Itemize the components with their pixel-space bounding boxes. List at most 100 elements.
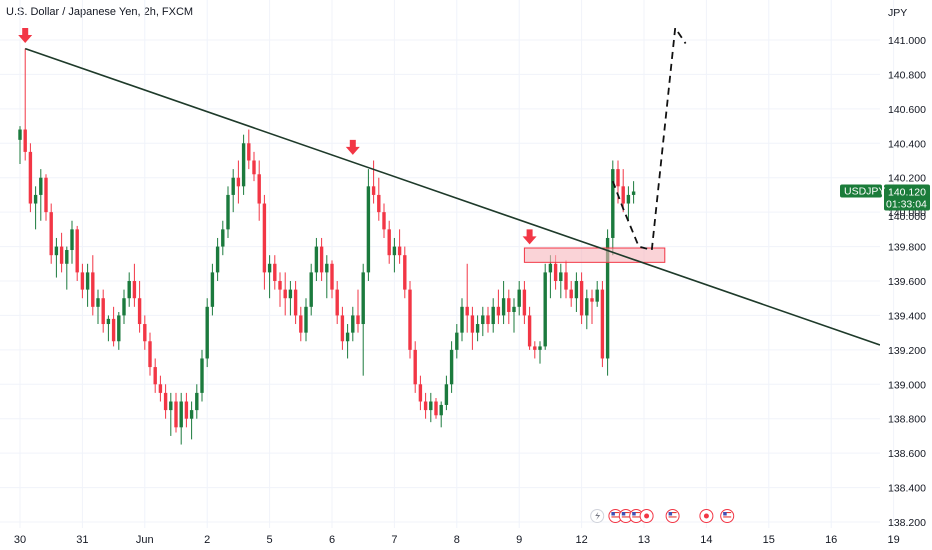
candle-body [392, 246, 397, 256]
down-arrow-icon [18, 28, 33, 43]
candle-body [579, 281, 584, 316]
candle-body [80, 272, 85, 290]
candle-body [54, 246, 59, 256]
date-tick-label: 13 [638, 534, 650, 546]
candle-body [455, 332, 459, 350]
candle-body [267, 263, 272, 273]
candle-body [366, 186, 371, 273]
flag-stripe [621, 512, 630, 514]
price-tick-label: 139.000 [888, 379, 926, 391]
candle-body [574, 281, 579, 299]
candle-body [44, 177, 48, 213]
candle-body [210, 272, 215, 307]
candle-body [96, 298, 100, 307]
candle-body [137, 298, 142, 325]
flag-stripe [723, 518, 732, 520]
chart-title: U.S. Dollar / Japanese Yen, 2h, FXCM [6, 6, 194, 18]
candle-body [507, 298, 511, 312]
flag-stripe [632, 514, 641, 516]
candle-body [106, 318, 111, 325]
candle-body [361, 272, 365, 325]
plot-area [18, 25, 880, 445]
flag-stripe [611, 518, 620, 520]
candle-body [382, 212, 386, 230]
last-price-value: 140.120 [888, 186, 926, 198]
candle-body [283, 289, 287, 299]
candle-body [23, 129, 27, 152]
symbol-label: USDJPY [844, 185, 885, 197]
flag-stripe [632, 516, 641, 518]
candle-body [611, 169, 615, 238]
candle-body [616, 169, 620, 187]
candle-body [18, 129, 22, 140]
price-tick-label: 138.600 [888, 448, 926, 460]
flag-stripe [611, 514, 620, 516]
date-tick-label: 15 [763, 534, 775, 546]
candle-body [590, 298, 594, 302]
candle-body [538, 346, 542, 350]
candle-body [215, 246, 220, 273]
candle-body [236, 177, 241, 187]
candle-body [325, 263, 329, 273]
candle-body [413, 349, 417, 385]
date-tick-label: 6 [329, 534, 335, 546]
candle-body [33, 194, 38, 204]
hidden-price-tick: 140.000 [888, 211, 926, 223]
candle-body [403, 255, 407, 290]
date-tick-label: 14 [700, 534, 712, 546]
flag-stripe [668, 516, 677, 518]
candle-body [330, 263, 334, 290]
candle-body [163, 392, 168, 411]
candle-body [475, 324, 480, 333]
countdown-timer: 01:33:04 [886, 198, 927, 210]
candle-body [288, 289, 293, 299]
candle-body [512, 306, 516, 312]
last-price-tag [884, 184, 930, 211]
flag-canton [668, 512, 673, 516]
flag-stripe [621, 518, 630, 520]
candle-body [517, 289, 521, 307]
candle-body [169, 401, 173, 411]
date-tick-label: 30 [14, 534, 26, 546]
us-flag-event-icon [720, 509, 735, 523]
price-tick-label: 140.200 [888, 173, 926, 185]
flag-stripe [668, 518, 677, 520]
candle-body [465, 306, 469, 316]
symbol-tag [840, 184, 882, 198]
candle-body [278, 281, 282, 290]
flag-canton [621, 512, 626, 516]
candle-body [481, 315, 485, 325]
candle-body [174, 401, 178, 428]
candle-body [111, 318, 116, 342]
price-tick-label: 139.400 [888, 310, 926, 322]
candle-body [501, 298, 506, 316]
down-arrow-icon [522, 229, 537, 245]
candle-body [408, 289, 412, 350]
candle-body [340, 315, 345, 342]
price-tick-label: 138.800 [888, 414, 926, 426]
date-tick-label: 9 [516, 534, 522, 546]
price-tick-label: 139.200 [888, 345, 926, 357]
candle-body [132, 281, 137, 299]
flag-stripe [723, 512, 732, 514]
flag-stripe [611, 516, 620, 518]
candle-body [28, 151, 33, 204]
candle-body [600, 289, 605, 359]
flag-canton [632, 512, 636, 516]
flag-stripe [621, 514, 630, 516]
flag-stripe [632, 512, 641, 514]
support-zone-rect [523, 247, 666, 263]
candle-body [293, 289, 298, 316]
flag-stripe [668, 512, 677, 514]
event-dot-core [703, 513, 709, 519]
candle-body [205, 306, 209, 359]
candle-body [257, 174, 261, 204]
candle-body [49, 212, 53, 256]
price-tick-label: 138.200 [888, 517, 926, 529]
date-tick-label: 8 [454, 534, 460, 546]
candle-body [221, 229, 225, 247]
candle-body [91, 272, 95, 307]
candle-body [387, 229, 391, 256]
candle-body [434, 401, 438, 416]
